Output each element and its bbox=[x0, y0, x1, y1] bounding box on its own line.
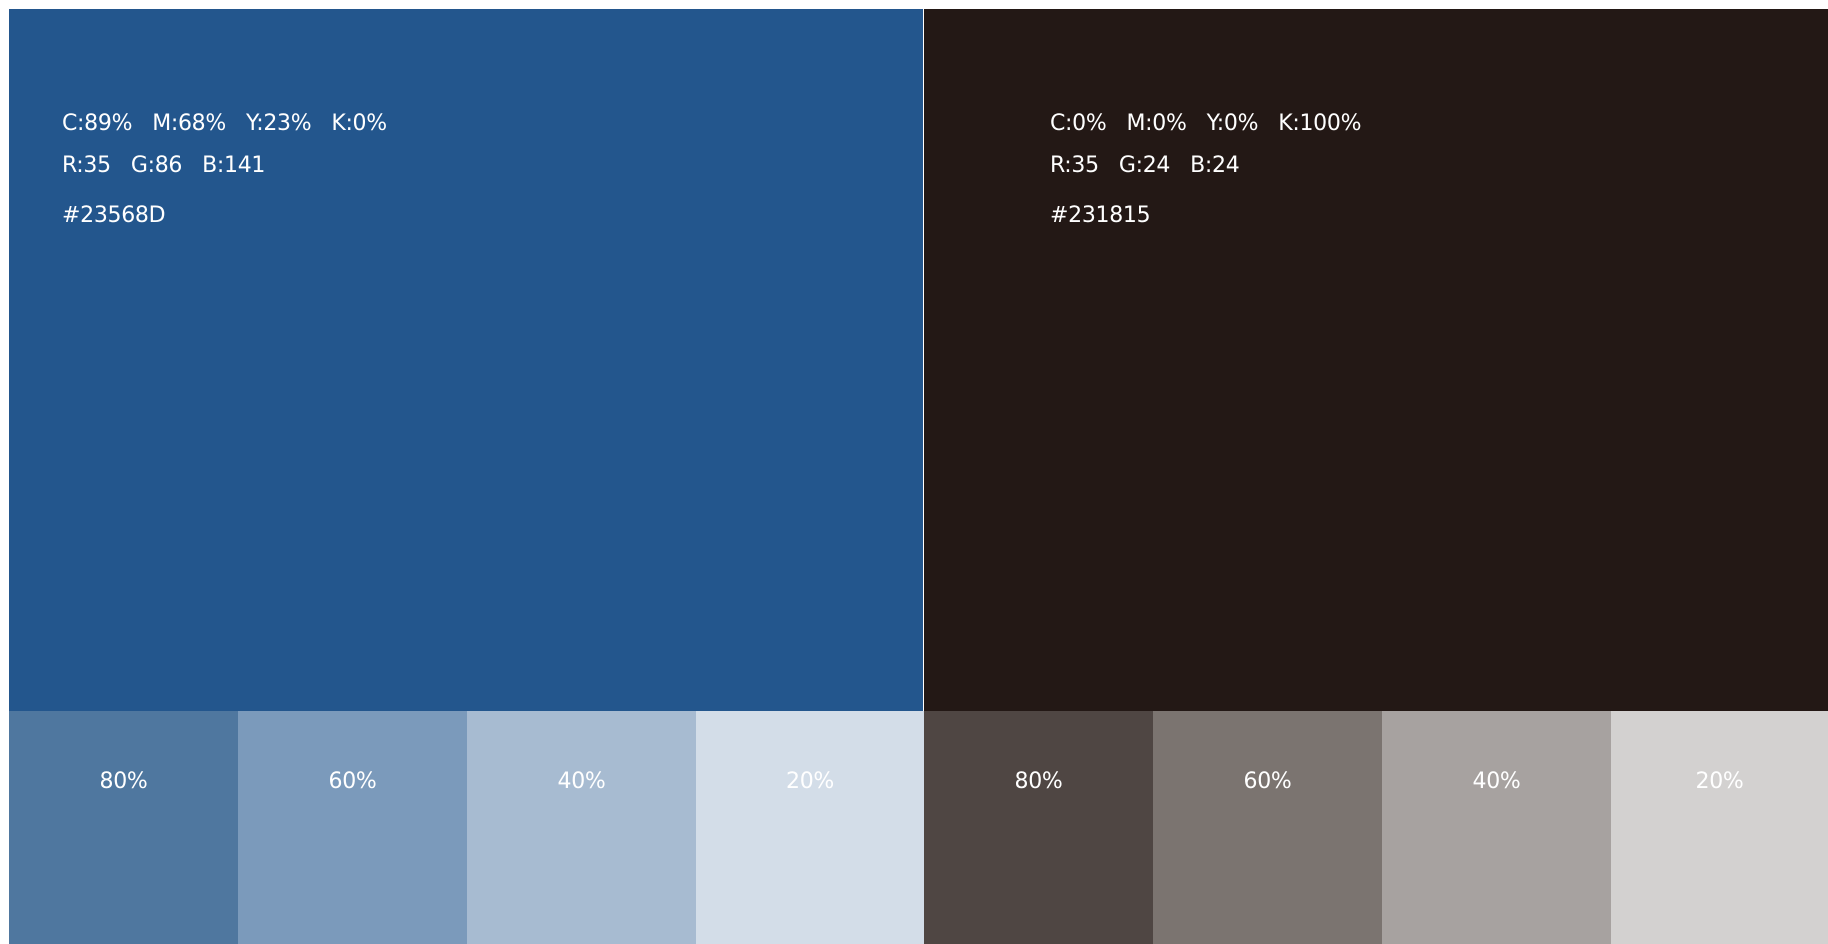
tint-label: 60% bbox=[1243, 769, 1292, 794]
black-tint-80: 80% bbox=[924, 711, 1153, 944]
rgb-b: B:24 bbox=[1190, 153, 1240, 178]
cmyk-y: Y:0% bbox=[1206, 111, 1259, 136]
rgb-values: R:35 G:24 B:24 bbox=[1050, 155, 1361, 177]
hex-value: #23568D bbox=[62, 205, 387, 227]
cmyk-values: C:89% M:68% Y:23% K:0% bbox=[62, 113, 387, 135]
rgb-r: R:35 bbox=[1050, 153, 1099, 178]
hex-code: #23568D bbox=[62, 203, 166, 228]
tint-label: 20% bbox=[1695, 769, 1744, 794]
cmyk-k: K:100% bbox=[1278, 111, 1362, 136]
color-palette-board: C:89% M:68% Y:23% K:0% R:35 G:86 B:141 #… bbox=[9, 9, 1828, 944]
cmyk-m: M:0% bbox=[1126, 111, 1187, 136]
tint-label: 40% bbox=[1472, 769, 1521, 794]
tint-row: 80% 60% 40% 20% 80% 60% 40% 20% bbox=[9, 711, 1828, 944]
color-spec-block: C:89% M:68% Y:23% K:0% R:35 G:86 B:141 #… bbox=[62, 113, 387, 227]
tint-label: 40% bbox=[557, 769, 606, 794]
tint-label: 80% bbox=[99, 769, 148, 794]
tint-label: 60% bbox=[328, 769, 377, 794]
black-tint-40: 40% bbox=[1382, 711, 1611, 944]
rgb-g: G:24 bbox=[1118, 153, 1171, 178]
rgb-b: B:141 bbox=[202, 153, 266, 178]
blue-tint-80: 80% bbox=[9, 711, 238, 944]
cmyk-y: Y:23% bbox=[245, 111, 312, 136]
black-tint-20: 20% bbox=[1611, 711, 1828, 944]
primary-blue-swatch: C:89% M:68% Y:23% K:0% R:35 G:86 B:141 #… bbox=[9, 9, 923, 711]
tint-label: 80% bbox=[1014, 769, 1063, 794]
black-tint-60: 60% bbox=[1153, 711, 1382, 944]
blue-tint-20: 20% bbox=[696, 711, 924, 944]
rgb-values: R:35 G:86 B:141 bbox=[62, 155, 387, 177]
primary-black-swatch: C:0% M:0% Y:0% K:100% R:35 G:24 B:24 #23… bbox=[924, 9, 1828, 711]
rgb-r: R:35 bbox=[62, 153, 111, 178]
tint-label: 20% bbox=[786, 769, 834, 794]
cmyk-c: C:0% bbox=[1050, 111, 1107, 136]
cmyk-c: C:89% bbox=[62, 111, 133, 136]
cmyk-k: K:0% bbox=[331, 111, 387, 136]
rgb-g: G:86 bbox=[130, 153, 183, 178]
hex-code: #231815 bbox=[1050, 203, 1151, 228]
blue-tint-40: 40% bbox=[467, 711, 696, 944]
cmyk-values: C:0% M:0% Y:0% K:100% bbox=[1050, 113, 1361, 135]
hex-value: #231815 bbox=[1050, 205, 1361, 227]
cmyk-m: M:68% bbox=[152, 111, 226, 136]
color-spec-block: C:0% M:0% Y:0% K:100% R:35 G:24 B:24 #23… bbox=[1050, 113, 1361, 227]
blue-tint-60: 60% bbox=[238, 711, 467, 944]
